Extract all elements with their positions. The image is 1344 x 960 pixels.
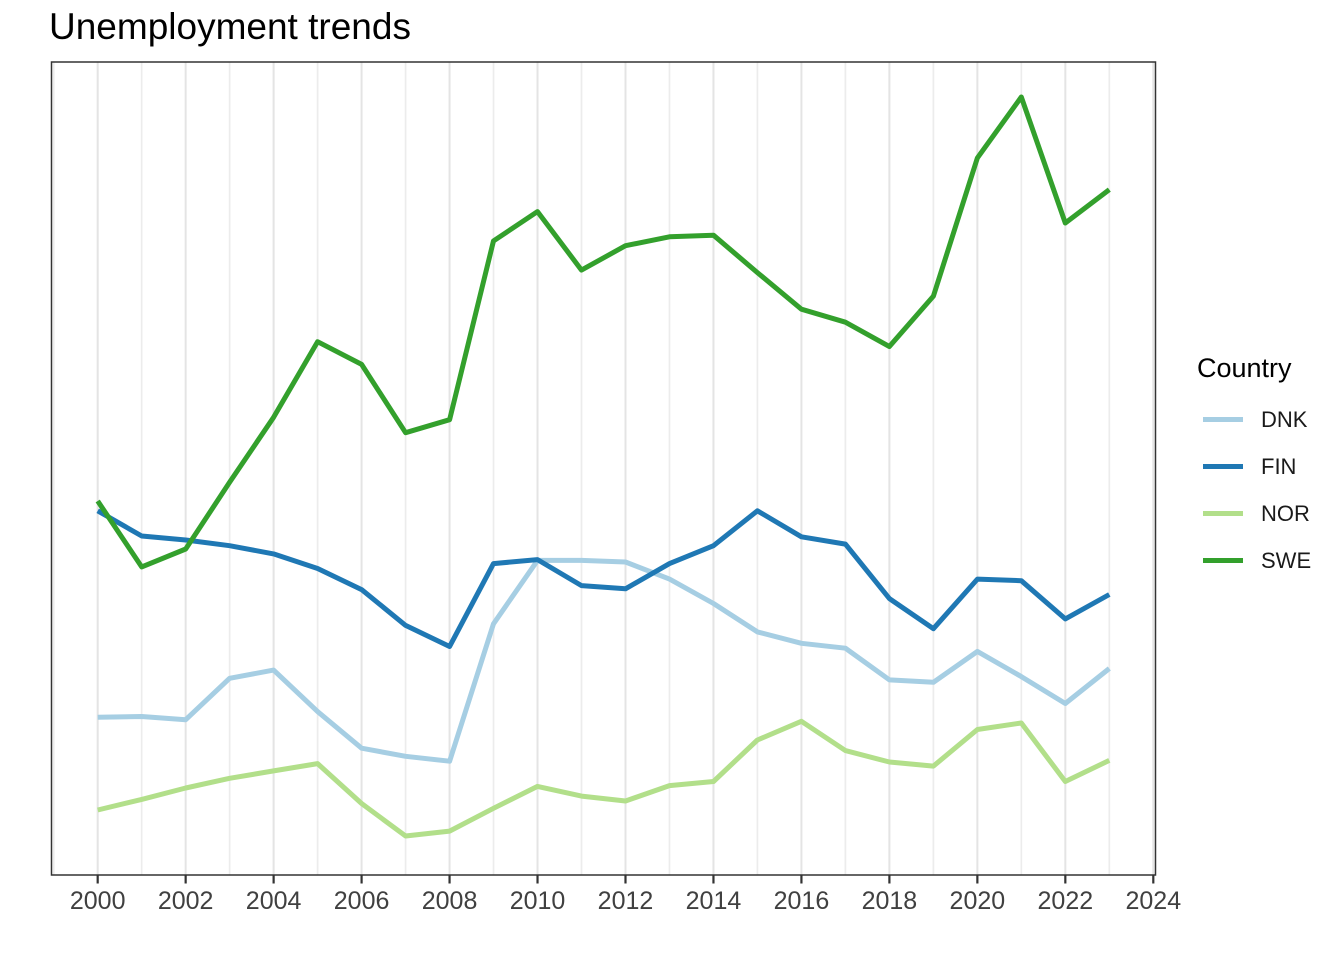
panel-border (50, 61, 1157, 876)
x-axis-tick-label: 2008 (422, 887, 478, 915)
x-axis-tick-label: 2004 (246, 887, 302, 915)
x-axis-tick-label: 2014 (686, 887, 742, 915)
x-axis-tick-label: 2016 (774, 887, 830, 915)
legend-swatch-swe (1203, 558, 1243, 563)
legend-swatch-nor (1203, 511, 1243, 516)
legend-item-dnk: DNK (1197, 396, 1343, 443)
legend-label-nor: NOR (1261, 500, 1310, 526)
series-line-fin (96, 508, 1111, 649)
x-axis-tick-label: 2024 (1125, 887, 1181, 915)
series-line-nor (97, 718, 1111, 839)
legend: Country DNK FIN NOR SWE (1197, 352, 1343, 584)
legend-swatch-fin (1203, 464, 1243, 469)
x-axis-tick-label: 2006 (334, 887, 390, 915)
series-line-dnk (97, 557, 1111, 764)
x-axis-tick-label: 2000 (70, 887, 126, 915)
series-line-swe (95, 94, 1111, 570)
x-axis-tick-label: 2010 (510, 887, 566, 915)
legend-item-nor: NOR (1197, 490, 1343, 537)
x-axis-tick-label: 2002 (158, 887, 214, 915)
legend-label-fin: FIN (1261, 453, 1297, 479)
x-axis-tick-label: 2012 (598, 887, 654, 915)
legend-label-swe: SWE (1261, 547, 1312, 573)
x-axis-tick-label: 2020 (950, 887, 1006, 915)
legend-item-fin: FIN (1197, 443, 1343, 490)
x-axis-tick-label: 2018 (862, 887, 918, 915)
chart-title: Unemployment trends (49, 6, 411, 47)
legend-title: Country (1197, 353, 1292, 383)
x-axis-tick-label: 2022 (1038, 887, 1094, 915)
legend-label-dnk: DNK (1261, 406, 1308, 432)
legend-swatch-dnk (1203, 417, 1243, 422)
legend-item-swe: SWE (1197, 537, 1343, 584)
legend-items: DNK FIN NOR SWE (1197, 396, 1343, 584)
